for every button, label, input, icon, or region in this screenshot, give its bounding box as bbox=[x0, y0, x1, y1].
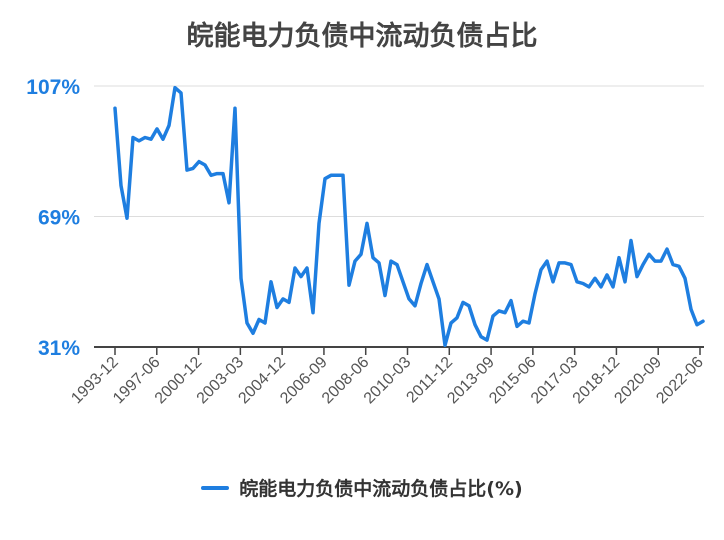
y-tick-label: 31% bbox=[38, 337, 80, 360]
x-tick-label: 2022-06 bbox=[653, 354, 707, 408]
legend-swatch bbox=[201, 485, 230, 490]
chart-title: 皖能电力负债中流动负债占比 bbox=[186, 21, 538, 52]
y-tick-label: 107% bbox=[26, 76, 80, 99]
grid-lines bbox=[94, 85, 704, 217]
y-tick-label: 69% bbox=[38, 207, 80, 230]
x-axis-ticks: 1993-121997-062000-122003-032004-122006-… bbox=[68, 347, 707, 407]
x-tick-label: 2010-03 bbox=[361, 354, 415, 408]
legend-label: 皖能电力负债中流动负债占比(%) bbox=[239, 478, 523, 500]
y-axis-ticks: 107% 69% 31% bbox=[26, 76, 80, 360]
series-layer bbox=[113, 85, 705, 348]
legend: 皖能电力负债中流动负债占比(%) bbox=[0, 474, 724, 501]
series-line bbox=[113, 85, 705, 348]
